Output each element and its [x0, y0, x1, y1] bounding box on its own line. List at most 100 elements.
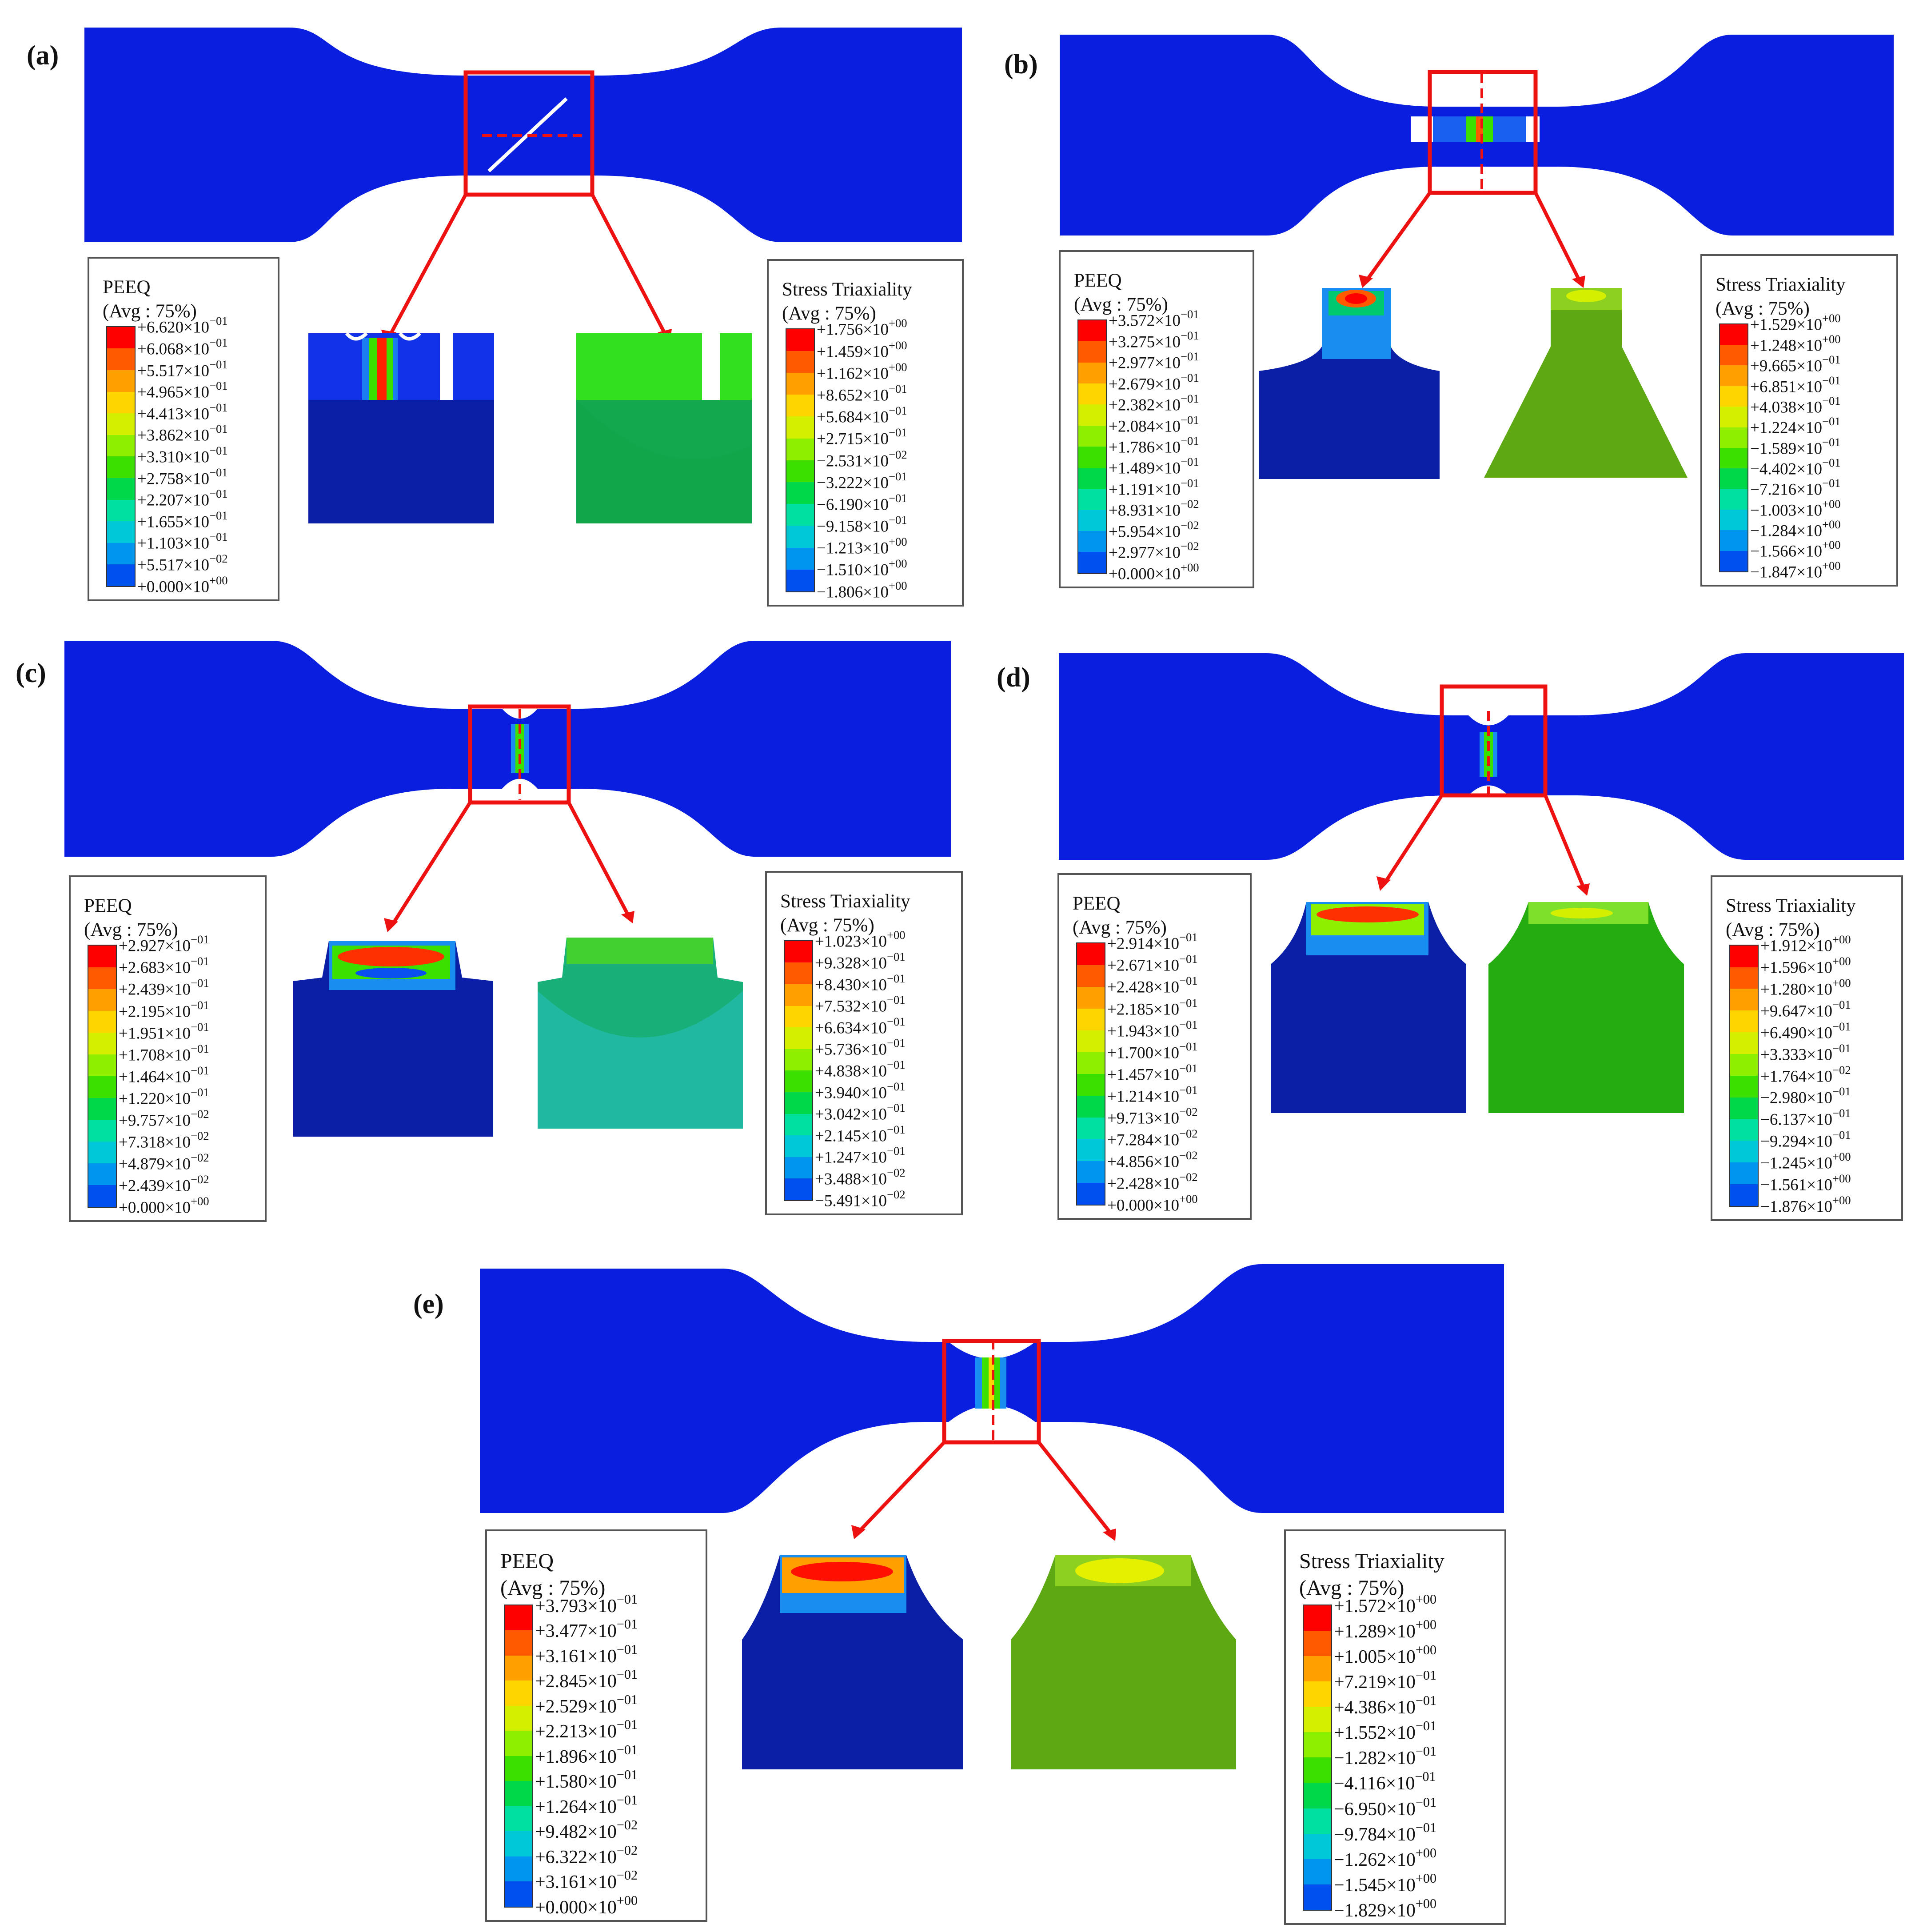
legend-value: +1.289×10+00 — [1334, 1617, 1437, 1642]
color-scale — [784, 940, 813, 1201]
legend-value: +1.552×10−01 — [1334, 1718, 1437, 1744]
color-swatch — [88, 1185, 116, 1207]
color-swatch — [1720, 407, 1747, 427]
color-swatch — [1304, 1605, 1331, 1631]
legend-value: +4.838×10−01 — [815, 1058, 906, 1081]
legend-value: +3.940×10−01 — [815, 1079, 906, 1102]
legend-value: −1.545×10+00 — [1334, 1870, 1437, 1896]
legend-value: +1.464×10−01 — [119, 1063, 209, 1086]
color-swatch — [1077, 1074, 1105, 1096]
legend-value: +9.665×10−01 — [1750, 353, 1841, 375]
color-swatch — [505, 1881, 532, 1907]
legend-value: −1.876×10+00 — [1760, 1193, 1851, 1216]
color-swatch — [1304, 1732, 1331, 1758]
legend-value: −1.282×10−01 — [1334, 1744, 1437, 1769]
color-swatch — [1304, 1656, 1331, 1682]
triax-legend-d: Stress Triaxiality (Avg : 75%) +1.912×10+0… — [1711, 875, 1903, 1221]
color-swatch — [88, 1163, 116, 1185]
panel-label: (e) — [413, 1289, 444, 1319]
color-swatch — [1730, 1075, 1758, 1098]
legend-avg: (Avg : 75%) — [1074, 294, 1168, 315]
legend-value: +5.517×10−02 — [137, 552, 228, 575]
color-swatch — [88, 967, 116, 989]
legend-value: −9.784×10−01 — [1334, 1820, 1437, 1845]
color-swatch — [505, 1681, 532, 1706]
legend-value: −3.222×10−01 — [817, 469, 907, 492]
legend-value: −1.829×10+00 — [1334, 1896, 1437, 1921]
legend-value: +3.275×10−01 — [1109, 328, 1199, 351]
legend-value: +2.715×10−01 — [817, 426, 907, 448]
color-swatch — [1077, 1139, 1105, 1161]
legend-value: +1.655×10−01 — [137, 508, 228, 531]
legend-value: +5.684×10−01 — [817, 404, 907, 427]
color-swatch — [1730, 1119, 1758, 1141]
color-swatch — [107, 543, 135, 565]
legend-value: +1.459×10+00 — [817, 338, 907, 361]
color-swatch — [785, 1027, 812, 1049]
legend-value: +1.572×10+00 — [1334, 1591, 1437, 1617]
color-swatch — [505, 1756, 532, 1781]
legend-value: +6.851×10−01 — [1750, 373, 1841, 396]
legend-value: −4.116×10−01 — [1334, 1769, 1436, 1794]
color-swatch — [1077, 1182, 1105, 1205]
legend-value: +0.000×10+00 — [1109, 560, 1199, 583]
legend-value: +2.195×10−01 — [119, 998, 209, 1021]
legend-value: +2.382×10−01 — [1109, 392, 1199, 415]
legend-value: +2.439×10−01 — [119, 976, 209, 999]
color-swatch — [785, 1114, 812, 1136]
legend-value: −1.589×10−01 — [1750, 435, 1841, 458]
color-swatch — [88, 1010, 116, 1033]
legend-title: PEEQ — [103, 277, 151, 298]
legend-title: Stress Triaxiality — [780, 891, 910, 912]
color-swatch — [505, 1781, 532, 1806]
legend-value: +2.207×10−01 — [137, 487, 228, 510]
legend-value: −1.003×10+00 — [1750, 497, 1841, 519]
legend-value: +1.943×10−01 — [1107, 1018, 1198, 1040]
triax-legend-a: Stress Triaxiality (Avg : 75%) +1.756×10+0… — [767, 259, 964, 607]
legend-value: +9.757×10−02 — [119, 1107, 209, 1130]
legend-avg: (Avg : 75%) — [1726, 919, 1820, 940]
color-swatch — [786, 416, 814, 439]
color-swatch — [107, 521, 135, 543]
legend-title: PEEQ — [1073, 893, 1121, 914]
color-swatch — [1730, 989, 1758, 1011]
color-swatch — [1720, 324, 1747, 345]
color-swatch — [786, 438, 814, 460]
color-swatch — [1730, 1141, 1758, 1163]
legend-value: +1.912×10+00 — [1760, 933, 1851, 955]
legend-value: +1.529×10+00 — [1750, 311, 1841, 334]
color-swatch — [1078, 510, 1106, 531]
triax-legend-b: Stress Triaxiality (Avg : 75%) +1.529×10+0… — [1700, 254, 1898, 587]
color-swatch — [1720, 447, 1747, 469]
color-swatch — [1078, 552, 1106, 573]
legend-value: +6.322×10−02 — [535, 1842, 638, 1868]
color-swatch — [1730, 1054, 1758, 1076]
legend-value: +3.793×10−01 — [535, 1591, 638, 1617]
color-swatch — [107, 391, 135, 414]
legend-value: +3.488×10−02 — [815, 1166, 906, 1189]
color-swatch — [107, 564, 135, 586]
legend-value: +1.457×10−01 — [1107, 1061, 1198, 1084]
color-swatch — [1077, 943, 1105, 965]
legend-value: +2.683×10−01 — [119, 954, 209, 977]
legend-avg: (Avg : 75%) — [780, 914, 874, 936]
legend-title: Stress Triaxiality — [1726, 895, 1856, 916]
color-swatch — [1730, 1184, 1758, 1206]
color-swatch — [1720, 468, 1747, 489]
color-swatch — [1720, 345, 1747, 366]
color-swatch — [88, 1098, 116, 1120]
legend-value: +1.005×10+00 — [1334, 1642, 1437, 1667]
color-swatch — [1730, 1162, 1758, 1185]
legend-value: −1.566×10+00 — [1750, 538, 1841, 561]
legend-value: +2.977×10−01 — [1109, 350, 1199, 372]
legend-value: −1.245×10+00 — [1760, 1150, 1851, 1173]
legend-value: +1.162×10+00 — [817, 360, 907, 383]
legend-value: +2.084×10−01 — [1109, 413, 1199, 435]
color-swatch — [1077, 1095, 1105, 1118]
peeq-legend-c: PEEQ (Avg : 75%) +2.927×10−01 +2.683×10−01 +… — [69, 875, 267, 1222]
legend-value: +3.862×10−01 — [137, 422, 228, 445]
color-scale — [1077, 319, 1107, 574]
color-swatch — [505, 1731, 532, 1756]
